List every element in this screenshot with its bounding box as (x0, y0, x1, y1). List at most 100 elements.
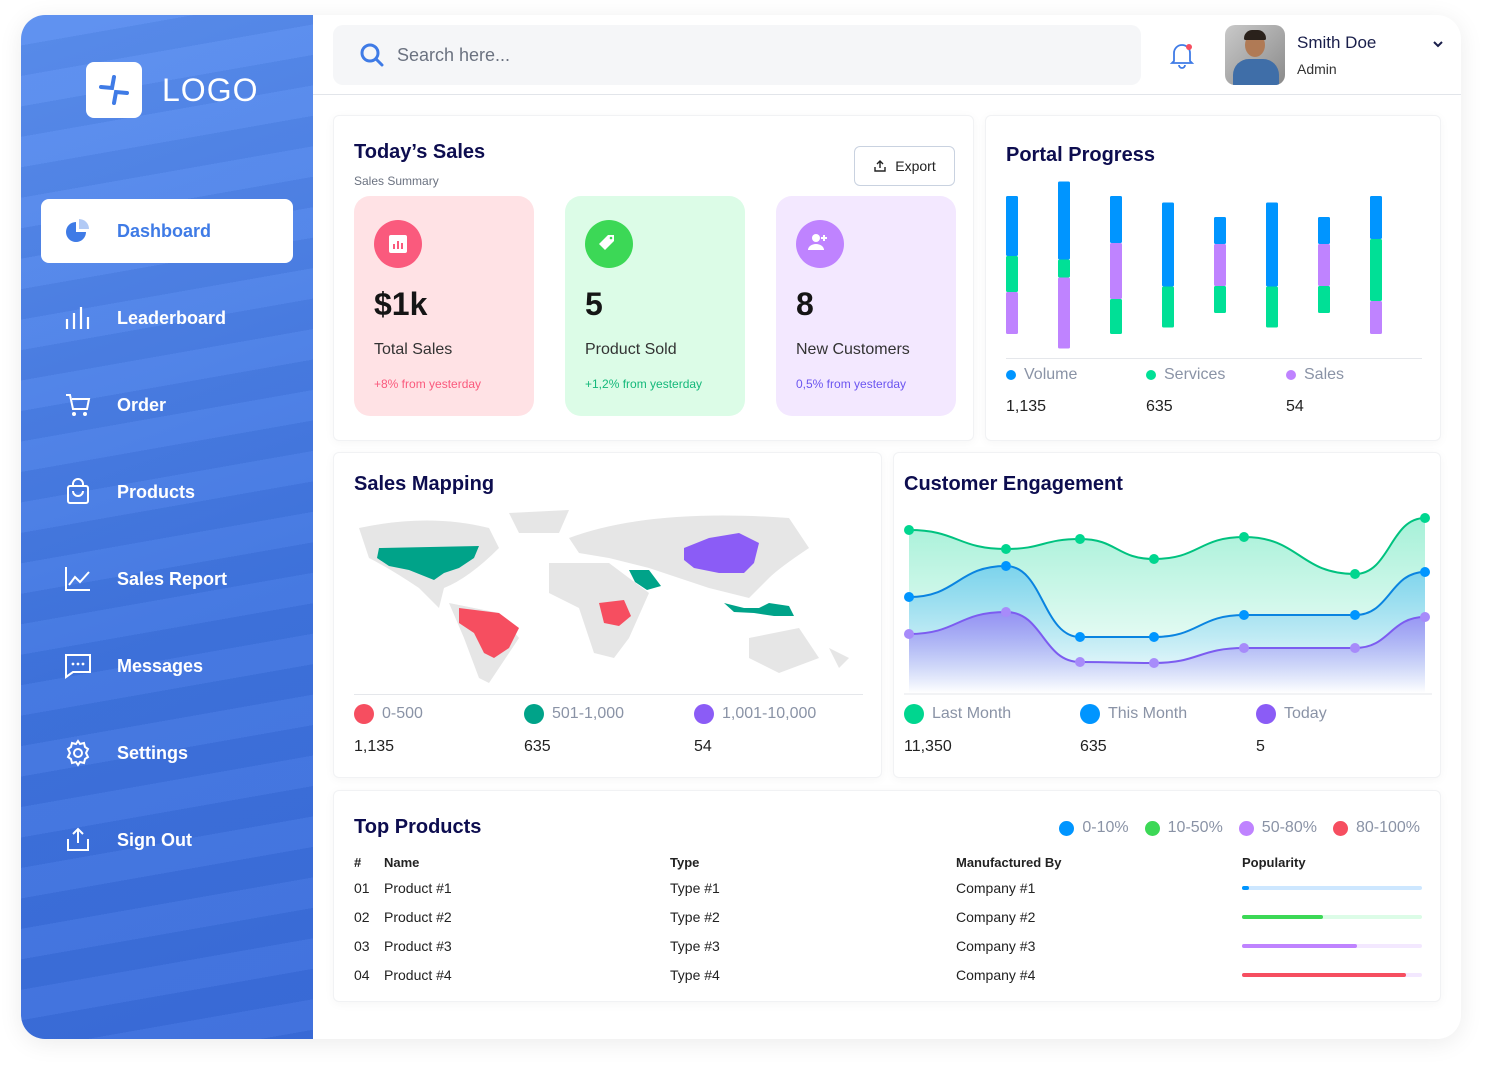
stat-card-new-customers: 8 New Customers 0,5% from yesterday (776, 196, 956, 416)
legend-item: 0-10% (1059, 819, 1129, 837)
world-map (359, 510, 849, 683)
legend-value: 635 (1080, 738, 1107, 755)
tag-icon (599, 235, 614, 250)
sidebar: LOGO Dashboard Leaderboard Order Products Sa… (21, 15, 313, 1039)
bar-segment-volume (1318, 217, 1330, 244)
region-brazil[interactable] (459, 608, 519, 658)
legend-label: 0-10% (1082, 819, 1129, 836)
product-name: Product #2 (384, 908, 452, 925)
portal-progress-card: Portal Progress Volume 1,135 Services 635… (985, 115, 1441, 441)
chevron-down-icon[interactable] (1431, 37, 1445, 51)
legend-label: Sales (1304, 366, 1345, 383)
bar-segment-volume (1110, 196, 1122, 243)
sidebar-nav: Dashboard Leaderboard Order Products Sales R… (41, 199, 293, 895)
user-menu[interactable]: Smith Doe Admin (1225, 25, 1376, 85)
popularity-fill (1242, 885, 1250, 890)
data-point (1420, 513, 1430, 523)
data-point (904, 525, 914, 535)
legend-item: 80-100% (1332, 819, 1420, 837)
portal-progress-chart (1006, 181, 1382, 349)
sidebar-item-label: Messages (117, 655, 204, 676)
bell-icon (1169, 44, 1195, 69)
bar-segment-volume (1370, 196, 1382, 239)
logo[interactable]: LOGO (86, 62, 258, 118)
legend-label: 1,001-10,000 (722, 705, 817, 722)
legend-value: 635 (1146, 398, 1173, 416)
popularity-bar (1242, 972, 1422, 977)
sidebar-item-messages[interactable]: Messages (41, 634, 293, 698)
sales-mapping-card: Sales Mapping 0-500 1,135 501-1,000 635 1,… (333, 452, 882, 778)
region-usa[interactable] (377, 546, 479, 580)
main-area: Smith Doe Admin Today’s Sales Sales Summ… (313, 15, 1461, 1039)
export-label: Export (895, 158, 936, 174)
search-bar[interactable] (333, 25, 1141, 85)
legend-label: This Month (1108, 705, 1188, 722)
stat-value: $1k (374, 286, 428, 322)
data-point (1350, 610, 1360, 620)
legend-value: 1,135 (1006, 398, 1047, 416)
sidebar-item-dashboard[interactable]: Dashboard (41, 199, 293, 263)
table-row[interactable]: 02 Product #2 Type #2 Company #2 (354, 902, 1422, 931)
manufacturer: Company #1 (956, 879, 1036, 896)
sidebar-item-settings[interactable]: Settings (41, 721, 293, 785)
stat-label: Product Sold (585, 341, 677, 358)
data-point (1239, 643, 1249, 653)
table-row[interactable]: 03 Product #3 Type #3 Company #3 (354, 931, 1422, 960)
legend-label: Last Month (932, 705, 1012, 722)
bar-segment-sales (1110, 243, 1122, 299)
notification-button[interactable] (1169, 41, 1195, 74)
legend-item: 0-500 1,135 (354, 704, 423, 756)
data-point (1001, 561, 1011, 571)
table-row[interactable]: 01 Product #1 Type #1 Company #1 (354, 873, 1422, 902)
export-icon (874, 160, 886, 172)
bar-segment-sales (1006, 292, 1018, 334)
search-input[interactable] (397, 44, 997, 66)
legend-label: Volume (1024, 366, 1078, 383)
bar-segment-services (1006, 256, 1018, 292)
stat-value: 5 (585, 286, 603, 322)
table-row[interactable]: 04 Product #4 Type #4 Company #4 (354, 960, 1422, 989)
region-china[interactable] (684, 533, 759, 573)
user-role: Admin (1297, 61, 1337, 77)
popularity-fill (1242, 972, 1406, 977)
manufacturer: Company #3 (956, 937, 1036, 954)
legend-item: 10-50% (1144, 819, 1223, 837)
sidebar-item-order[interactable]: Order (41, 373, 293, 437)
data-point (1149, 658, 1159, 668)
avatar (1225, 25, 1285, 85)
export-button[interactable]: Export (854, 146, 955, 186)
stat-card-total-sales: $1k Total Sales +8% from yesterday (354, 196, 534, 416)
popularity-bar (1242, 943, 1422, 948)
add-user-icon (808, 234, 827, 250)
product-name: Product #1 (384, 879, 452, 896)
column-header: Name (384, 854, 420, 870)
data-point (904, 592, 914, 602)
card-title: Sales Mapping (354, 473, 495, 495)
sidebar-item-products[interactable]: Products (41, 460, 293, 524)
column-header: # (354, 854, 362, 870)
legend-item: 501-1,000 635 (524, 704, 624, 756)
region-congo[interactable] (599, 600, 631, 626)
sidebar-item-leaderboard[interactable]: Leaderboard (41, 286, 293, 350)
message-icon (65, 654, 91, 679)
customer-engagement-card: Customer Engagement Last Month 11,350 Thi… (893, 452, 1441, 778)
region-saudi[interactable] (629, 570, 661, 590)
sidebar-item-sales-report[interactable]: Sales Report (41, 547, 293, 611)
bar-segment-services (1058, 259, 1070, 278)
bar-segment-sales (1318, 244, 1330, 286)
top-products-table: # Name Type Manufactured By Popularity 01 Pro… (354, 851, 1422, 989)
sidebar-item-label: Dashboard (117, 220, 212, 241)
user-name: Smith Doe (1297, 33, 1377, 52)
sidebar-item-sign-out[interactable]: Sign Out (41, 808, 293, 872)
bar-segment-volume (1214, 217, 1226, 244)
data-point (1420, 567, 1430, 577)
sidebar-item-label: Sales Report (117, 568, 228, 589)
region-indonesia[interactable] (724, 603, 794, 616)
bar-segment-volume (1058, 181, 1070, 260)
bar-segment-services (1110, 299, 1122, 334)
sidebar-item-label: Settings (117, 742, 189, 763)
bar-segment-services (1318, 286, 1330, 313)
card-subtitle: Sales Summary (354, 174, 439, 188)
data-point (904, 629, 914, 639)
card-title: Portal Progress (1006, 144, 1155, 166)
